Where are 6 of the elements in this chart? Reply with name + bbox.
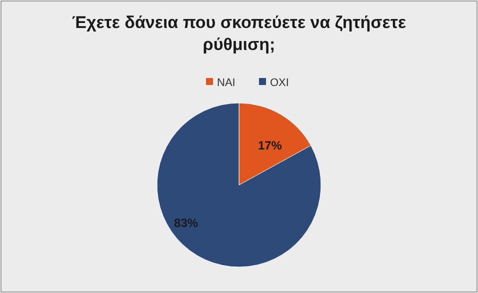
chart-title: Έχετε δάνεια που σκοπεύετε να ζητήσετε ρύθμιση; <box>72 13 406 54</box>
data-label: 83% <box>174 216 198 230</box>
legend-label: OXI <box>270 76 289 89</box>
data-label: 17% <box>258 138 282 152</box>
legend-label: NAI <box>217 76 236 89</box>
pie-slice <box>156 102 322 268</box>
